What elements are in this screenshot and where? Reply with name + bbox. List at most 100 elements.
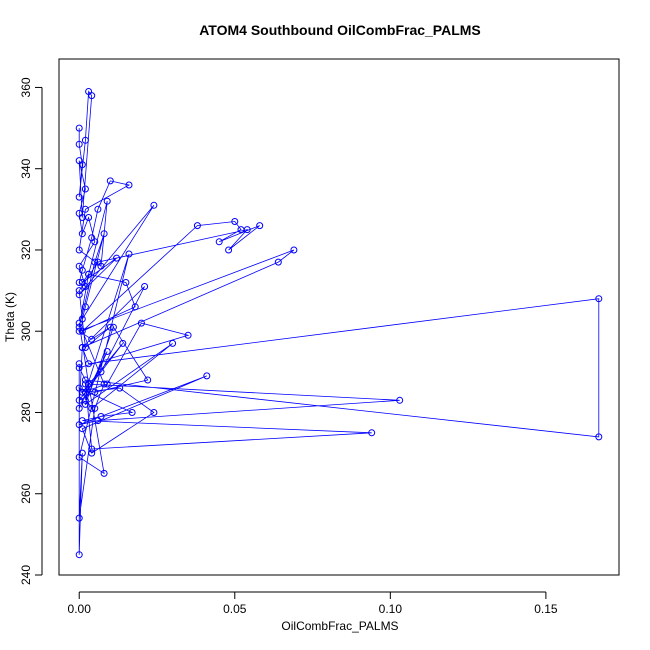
data-point — [88, 92, 96, 100]
data-point — [75, 291, 83, 299]
y-tick-label: 280 — [19, 402, 33, 422]
data-point — [106, 177, 114, 185]
data-point — [144, 376, 152, 384]
data-point — [85, 360, 93, 368]
data-point — [203, 372, 211, 380]
x-tick-label: 0.10 — [379, 602, 403, 616]
data-point — [116, 384, 124, 392]
y-tick-label: 300 — [19, 321, 33, 341]
data-point — [150, 409, 158, 416]
data-point — [75, 279, 83, 286]
data-point — [78, 327, 86, 335]
data-point — [81, 185, 89, 193]
data-point — [106, 323, 114, 331]
data-point — [109, 323, 117, 331]
data-point — [75, 209, 83, 217]
data-point — [75, 364, 83, 372]
data-point — [75, 287, 83, 295]
data-point — [88, 445, 96, 453]
data-point — [88, 234, 96, 242]
data-point — [193, 222, 201, 230]
data-point — [81, 380, 89, 388]
data-point — [81, 396, 89, 404]
data-point — [150, 201, 158, 209]
data-point — [75, 404, 83, 412]
data-point — [75, 551, 83, 559]
data-point — [225, 246, 233, 254]
data-point — [85, 380, 93, 388]
data-point — [396, 396, 404, 404]
data-point — [131, 303, 139, 311]
data-point — [128, 409, 136, 416]
data-point — [91, 404, 99, 412]
data-point — [368, 429, 376, 437]
data-point — [137, 319, 145, 327]
y-tick-label: 320 — [19, 240, 33, 260]
plot-frame — [58, 58, 620, 576]
data-point — [81, 400, 89, 408]
data-point — [184, 331, 192, 339]
data-point — [88, 404, 96, 412]
data-point — [81, 205, 89, 213]
series-line — [78, 90, 600, 555]
data-point — [75, 157, 83, 165]
data-point — [113, 254, 121, 262]
x-tick-label: 0.15 — [534, 602, 558, 616]
data-point — [103, 197, 111, 205]
data-point — [100, 230, 108, 238]
data-point — [75, 514, 83, 522]
data-point — [100, 380, 108, 388]
data-point — [125, 181, 133, 189]
data-point — [595, 295, 603, 303]
data-point — [85, 214, 93, 221]
data-point — [88, 335, 96, 343]
series-lines — [78, 90, 600, 555]
y-axis: 240 260 280 300 320 340 360 — [19, 77, 43, 585]
data-point — [595, 433, 603, 441]
data-point — [243, 226, 251, 234]
data-point — [119, 339, 127, 347]
y-tick-label: 260 — [19, 483, 33, 503]
data-point — [290, 246, 298, 254]
y-tick-label: 240 — [19, 565, 33, 585]
data-point — [94, 417, 102, 425]
data-point — [75, 319, 83, 327]
chart-title: ATOM4 Southbound OilCombFrac_PALMS — [199, 22, 481, 38]
data-point — [81, 388, 89, 396]
x-axis: 0.00 0.05 0.10 0.15 — [68, 591, 558, 616]
data-point — [75, 360, 83, 368]
data-point — [274, 258, 282, 266]
data-point — [85, 270, 93, 278]
data-point — [125, 250, 133, 258]
data-point — [75, 327, 83, 335]
data-point — [75, 246, 83, 254]
data-point — [100, 469, 108, 477]
y-tick-label: 360 — [19, 77, 33, 97]
data-point — [75, 140, 83, 148]
data-point — [103, 380, 111, 388]
data-point — [75, 193, 83, 201]
data-point — [94, 205, 102, 213]
data-point — [78, 230, 86, 238]
data-point — [88, 449, 96, 457]
data-point — [215, 238, 223, 246]
data-point — [75, 124, 83, 132]
data-point — [78, 344, 86, 351]
data-point — [231, 218, 239, 225]
x-tick-label: 0.00 — [68, 602, 92, 616]
data-point — [81, 344, 89, 351]
data-point — [103, 348, 111, 355]
x-tick-label: 0.05 — [223, 602, 247, 616]
y-axis-label: Theta (K) — [3, 292, 17, 342]
data-point — [78, 266, 86, 274]
data-point — [91, 258, 99, 266]
data-point — [78, 279, 86, 286]
data-point — [122, 279, 130, 286]
series-points — [75, 88, 603, 559]
y-tick-label: 340 — [19, 158, 33, 178]
x-axis-label: OilCombFrac_PALMS — [281, 619, 398, 633]
data-point — [97, 368, 105, 376]
data-point — [94, 258, 102, 266]
data-point — [91, 388, 99, 396]
